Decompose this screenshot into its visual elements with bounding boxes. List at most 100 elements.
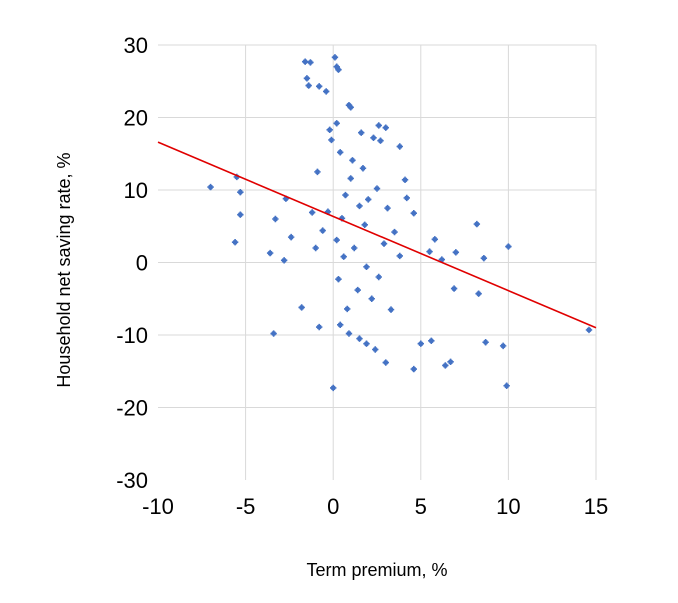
x-tick-label: 10 [496,494,520,519]
scatter-point [207,183,214,191]
scatter-point [298,304,305,311]
scatter-point [585,326,593,334]
scatter-point [335,66,342,73]
scatter-point [335,275,342,283]
x-axis-title: Term premium, % [306,560,447,580]
y-tick-label: -30 [116,468,148,493]
scatter-point [329,384,337,392]
scatter-point [401,176,409,184]
scatter-point [307,59,314,66]
y-tick-label: 30 [124,33,148,58]
scatter-point [365,196,372,203]
scatter-point [308,209,316,216]
scatter-point [266,249,274,257]
scatter-point [303,75,311,82]
x-tick-label: -10 [142,494,174,519]
scatter-point [431,236,439,243]
scatter-point [382,124,389,131]
scatter-point [375,273,382,281]
scatter-point [314,168,321,176]
scatter-point [342,191,349,199]
scatter-point [452,249,460,256]
scatter-point [450,285,458,292]
scatter-point [368,295,375,302]
scatter-point [363,263,370,271]
scatter-point [372,346,379,353]
scatter-point [347,175,354,182]
y-tick-label: -20 [116,396,148,421]
y-tick-label: 20 [124,106,148,131]
scatter-point [287,233,295,241]
x-tick-label: 5 [415,494,427,519]
y-axis-title: Household net saving rate, % [54,152,74,387]
scatter-point [370,134,377,142]
scatter-point [322,88,330,95]
scatter-point [396,143,403,150]
scatter-points [207,54,593,392]
scatter-point [347,104,354,111]
scatter-point [340,253,347,260]
scatter-point [375,122,382,129]
scatter-point [349,157,356,164]
scatter-point [315,83,323,90]
scatter-point [384,204,391,212]
scatter-point [326,126,333,134]
scatter-point [373,185,381,192]
x-tick-label: 0 [327,494,339,519]
scatter-point [337,149,344,156]
scatter-point [319,227,326,234]
scatter-point [359,165,367,172]
scatter-point [473,220,481,228]
scatter-point [363,340,370,347]
tick-labels: -10 -5 0 5 10 15 -30 -20 -10 0 10 20 30 [116,33,608,519]
scatter-point [447,358,454,366]
x-tick-label: -5 [236,494,256,519]
scatter-point [410,365,417,373]
scatter-point [237,188,244,196]
scatter-point [480,254,488,262]
scatter-point [499,342,507,350]
scatter-point [356,335,363,342]
scatter-point [505,243,512,250]
scatter-point [231,238,239,246]
scatter-point [417,340,424,347]
scatter-point [333,120,340,127]
scatter-point [380,240,388,247]
scatter-point [301,58,309,65]
y-tick-label: 10 [124,178,148,203]
scatter-point [475,290,482,297]
scatter-point [387,306,395,313]
scatter-point [351,244,358,252]
scatter-point [391,228,398,236]
scatter-point [442,362,449,369]
scatter-point [328,136,335,144]
scatter-point [237,211,244,218]
scatter-point [315,323,323,331]
scatter-point [356,202,363,210]
scatter-point [396,252,403,260]
scatter-point [344,305,351,313]
scatter-point [272,215,279,223]
scatter-point [403,194,410,202]
y-tick-label: 0 [136,251,148,276]
x-tick-label: 15 [584,494,608,519]
scatter-point [503,382,510,389]
scatter-point [382,359,389,366]
scatter-point [345,330,353,337]
scatter-point [438,256,446,263]
scatter-point [354,286,361,294]
scatter-point [358,129,365,136]
scatter-point [426,248,433,255]
grid-lines [158,44,597,480]
scatter-point [305,82,312,89]
scatter-point [482,339,489,346]
scatter-point [361,221,368,229]
trendline [157,141,597,329]
scatter-point [410,209,417,217]
scatter-point [377,137,384,144]
trendline-layer [157,141,597,329]
scatter-point [270,330,277,337]
scatter-point [337,321,344,329]
